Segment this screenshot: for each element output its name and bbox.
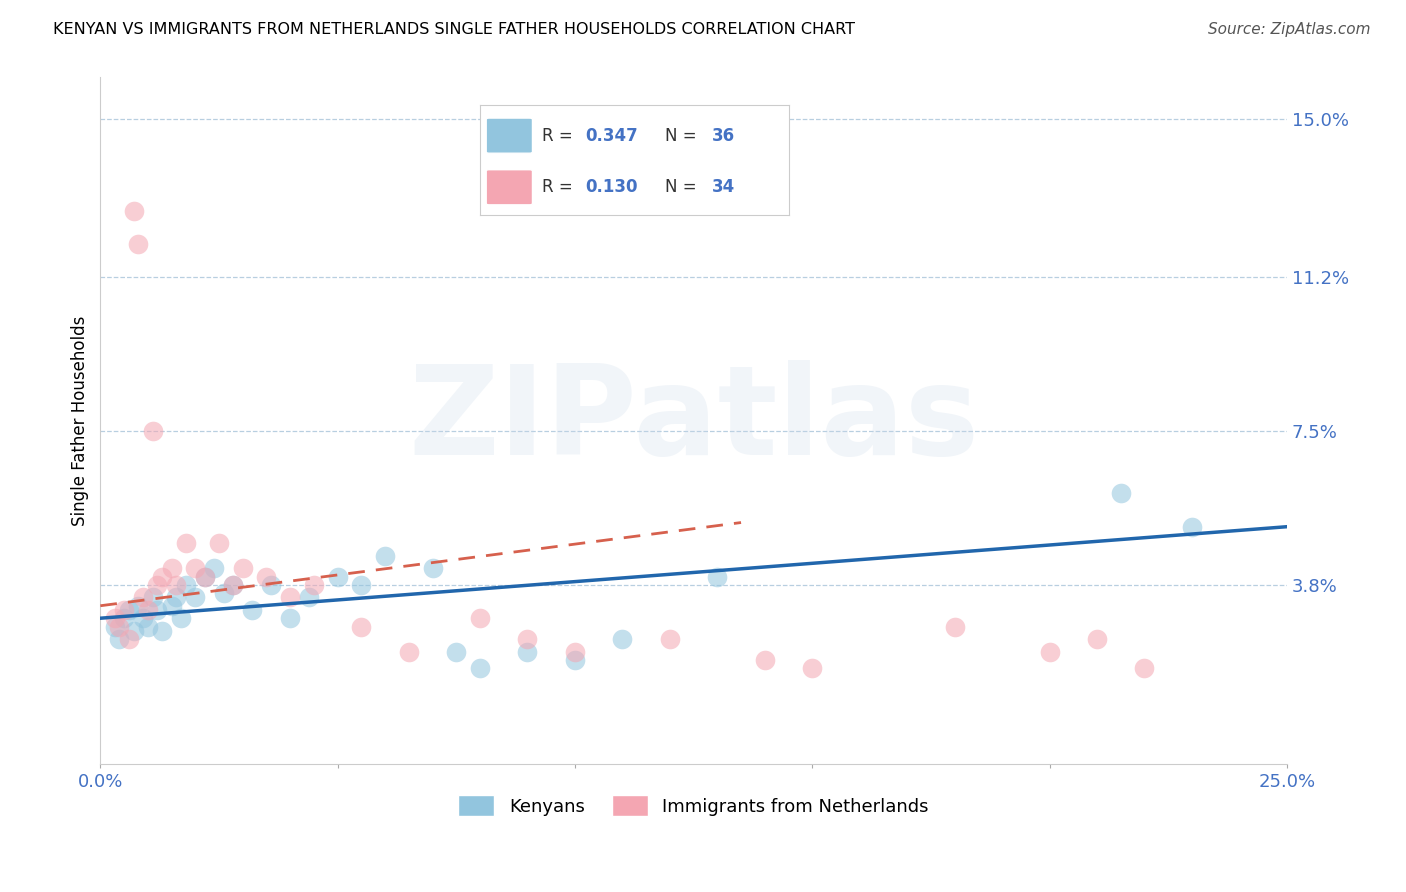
Point [122,624,145,638]
Point [516,644,538,658]
Point [240,603,263,617]
Point [174,536,197,550]
Point [132,611,155,625]
Point [612,632,634,646]
Point [170,611,193,625]
Point [302,578,325,592]
Point [150,569,173,583]
Point [564,653,586,667]
Point [222,578,245,592]
Point [422,561,444,575]
Point [112,611,135,625]
Point [222,578,245,592]
Point [103,619,125,633]
Point [278,611,301,625]
Point [350,578,373,592]
Point [278,591,301,605]
Point [516,632,538,646]
Point [150,624,173,638]
Text: Source: ZipAtlas.com: Source: ZipAtlas.com [1208,22,1371,37]
Point [202,561,225,575]
Point [174,578,197,592]
Point [564,644,586,658]
Point [112,603,135,617]
Point [165,578,187,592]
Point [326,569,349,583]
Point [146,603,169,617]
Point [142,591,165,605]
Point [184,561,207,575]
Point [103,611,125,625]
Point [118,603,141,617]
Point [127,236,149,251]
Point [1133,661,1156,675]
Point [142,424,165,438]
Point [208,536,231,550]
Point [298,591,321,605]
Text: KENYAN VS IMMIGRANTS FROM NETHERLANDS SINGLE FATHER HOUSEHOLDS CORRELATION CHART: KENYAN VS IMMIGRANTS FROM NETHERLANDS SI… [53,22,855,37]
Point [706,569,728,583]
Point [256,569,278,583]
Point [468,661,491,675]
Point [160,561,183,575]
Point [136,603,159,617]
Point [184,591,207,605]
Point [160,599,183,613]
Point [350,619,373,633]
Point [1038,644,1060,658]
Point [260,578,283,592]
Point [212,586,235,600]
Point [1109,486,1132,500]
Point [658,632,681,646]
Point [132,591,155,605]
Point [136,619,159,633]
Point [1181,519,1204,533]
Point [801,661,824,675]
Point [122,203,145,218]
Point [146,578,169,592]
Text: ZIPatlas: ZIPatlas [408,360,979,481]
Point [118,632,141,646]
Point [468,611,491,625]
Point [194,569,217,583]
Point [127,599,149,613]
Point [1085,632,1108,646]
Point [446,644,468,658]
Legend: Kenyans, Immigrants from Netherlands: Kenyans, Immigrants from Netherlands [451,789,936,823]
Point [943,619,966,633]
Y-axis label: Single Father Households: Single Father Households [72,316,89,525]
Point [108,632,131,646]
Point [165,591,187,605]
Point [754,653,776,667]
Point [108,619,131,633]
Point [194,569,217,583]
Point [398,644,420,658]
Point [374,549,396,563]
Point [232,561,254,575]
